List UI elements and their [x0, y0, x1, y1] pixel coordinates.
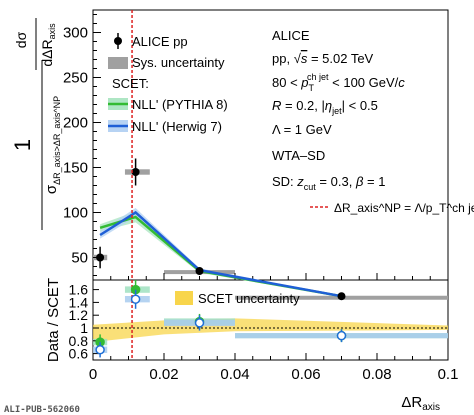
- top-y-tick-label: 100: [63, 205, 88, 222]
- legend: ALICE pp Sys. uncertainty SCET: NLL' (PY…: [108, 33, 228, 134]
- theory-band-herwig: [100, 208, 342, 297]
- top-y-tick-label: 300: [63, 25, 88, 42]
- annotation-experiment: ALICE: [272, 28, 310, 43]
- bottom-y-tick-label: 0.6: [69, 346, 89, 362]
- ratio-point-herwig: [95, 345, 105, 355]
- top-y-tick-label: 150: [63, 160, 88, 177]
- x-axis-label: ΔRaxis: [401, 394, 440, 413]
- ylabel-one: 1: [10, 139, 35, 151]
- theory-line-herwig: [99, 210, 342, 298]
- ylabel-dr: dΔRaxis: [39, 23, 57, 67]
- bottom-ylabel: Data / SCET: [45, 278, 62, 362]
- x-tick-label: 0.04: [220, 366, 249, 383]
- legend-herwig-label: NLL' (Herwig 7): [132, 119, 222, 134]
- bottom-y-tick-label: 1.2: [69, 307, 89, 323]
- ylabel-sigma: σΔR_axis>ΔR_axis^NP: [43, 96, 62, 194]
- x-tick-label: 0.1: [438, 366, 459, 383]
- bottom-y-tick-label: 0.8: [69, 333, 89, 349]
- annotation-wta: WTA–SD: [272, 148, 325, 163]
- legend-sys-label: Sys. uncertainty: [132, 55, 225, 70]
- legend-data-label: ALICE pp: [132, 34, 188, 49]
- ratio-point-herwig: [194, 318, 205, 328]
- top-y-tick-label: 250: [63, 70, 88, 87]
- legend-scet-header: SCET:: [112, 76, 149, 91]
- data-point: [195, 267, 204, 275]
- bottom-y-tick-label: 1.6: [69, 282, 89, 298]
- legend-pythia-label: NLL' (PYTHIA 8): [132, 97, 228, 112]
- annotations: ALICE pp, √s = 5.02 TeV 80 < pTch jet < …: [272, 28, 474, 215]
- bottom-y-tick-label: 1.4: [69, 294, 89, 310]
- top-ylabel: 1 σΔR_axis>ΔR_axis^NP dσ dΔRaxis: [10, 18, 62, 230]
- data-point: [337, 292, 346, 301]
- data-point: [96, 253, 105, 262]
- annotation-lambda: Λ = 1 GeV: [272, 122, 332, 137]
- annotation-sd: SD: zcut = 0.3, β = 1: [272, 174, 385, 192]
- scet-uncertainty-band: [93, 318, 448, 343]
- annotation-energy: pp, √s = 5.02 TeV: [272, 51, 374, 66]
- top-y-tick-label: 200: [63, 115, 88, 132]
- top-panel-frame: [92, 9, 449, 281]
- watermark: ALI-PUB-562060: [4, 405, 80, 415]
- legend-np-line-label: ΔR_axis^NP = Λ/p_T^ch jet: [334, 201, 474, 215]
- scet-uncertainty-swatch: [175, 291, 193, 305]
- annotation-radius-eta: R = 0.2, |ηjet| < 0.5: [272, 98, 378, 116]
- scet-uncertainty-label: SCET uncertainty: [198, 291, 300, 306]
- ratio-point-herwig: [336, 330, 347, 341]
- bottom-y-tick-label: 1: [80, 320, 88, 336]
- ratio-point-herwig: [130, 294, 141, 304]
- x-tick-label: 0: [89, 366, 97, 383]
- x-tick-label: 0.06: [291, 366, 320, 383]
- x-tick-label: 0.02: [149, 366, 178, 383]
- data-point: [131, 168, 140, 176]
- ylabel-dsigma: dσ: [13, 31, 29, 48]
- annotation-pt-range: 80 < pTch jet < 100 GeV/c: [272, 72, 405, 93]
- top-y-tick-label: 50: [71, 250, 88, 267]
- legend-sys-swatch: [108, 57, 128, 69]
- x-tick-label: 0.08: [362, 366, 391, 383]
